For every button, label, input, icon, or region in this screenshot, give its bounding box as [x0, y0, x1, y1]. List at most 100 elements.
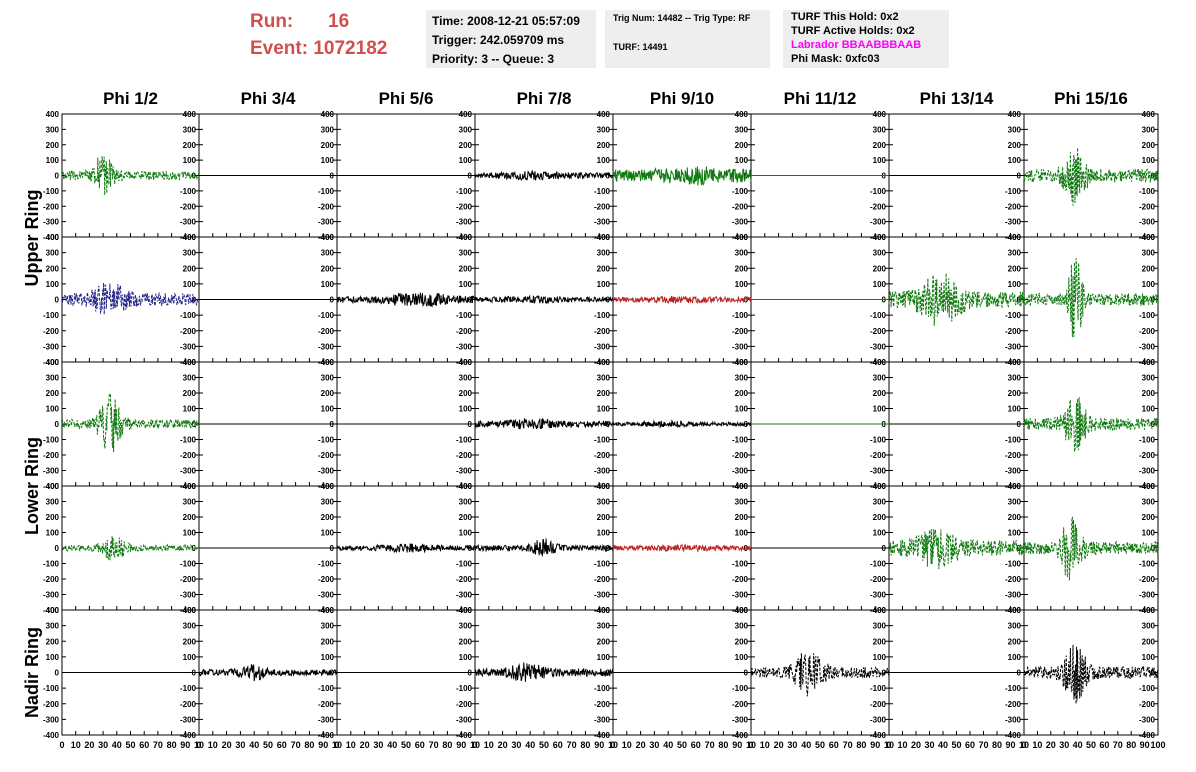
- y-tick-label: 100: [183, 280, 197, 289]
- y-tick-label: 300: [1008, 622, 1022, 631]
- waveform-r4-c7: [888, 529, 1025, 570]
- y-tick-label: 300: [459, 498, 473, 507]
- x-tick-label: 0: [886, 740, 891, 750]
- x-tick-label: 10: [760, 740, 770, 750]
- y-tick-label: 200: [321, 389, 335, 398]
- x-tick-label: 50: [1086, 740, 1096, 750]
- y-tick-label: -100: [732, 311, 749, 320]
- y-tick-label: 400: [735, 233, 749, 242]
- y-tick-label: 100: [46, 529, 60, 538]
- y-tick-label: 100: [1008, 280, 1022, 289]
- turf-num-text: TURF: 14491: [613, 42, 668, 52]
- y-tick-label: -100: [732, 560, 749, 569]
- x-tick-label: 80: [442, 740, 452, 750]
- waveform-r5-c2: [198, 664, 338, 682]
- x-tick-label: 40: [525, 740, 535, 750]
- y-tick-label: -100: [1139, 684, 1156, 693]
- y-tick-label: -100: [1139, 436, 1156, 445]
- x-tick-label: 60: [1099, 740, 1109, 750]
- y-tick-label: 300: [321, 249, 335, 258]
- y-tick-label: -100: [180, 187, 197, 196]
- y-tick-label: 100: [597, 529, 611, 538]
- y-tick-label: -200: [456, 327, 473, 336]
- y-tick-label: 300: [459, 622, 473, 631]
- y-tick-label: 400: [459, 233, 473, 242]
- y-tick-label: 300: [873, 498, 887, 507]
- column-header-8: Phi 15/16: [1054, 89, 1128, 108]
- y-tick-label: -100: [180, 560, 197, 569]
- turf-info-box: TURF This Hold: 0x2 TURF Active Holds: 0…: [783, 10, 949, 68]
- y-tick-label: -100: [318, 684, 335, 693]
- y-tick-label: 400: [735, 110, 749, 119]
- y-tick-label: 200: [46, 389, 60, 398]
- waveform-r1-c8: [1023, 147, 1159, 206]
- y-tick-label: -300: [732, 591, 749, 600]
- y-tick-label: 100: [735, 405, 749, 414]
- y-tick-label: 300: [1142, 249, 1156, 258]
- y-tick-label: -300: [594, 715, 611, 724]
- y-tick-label: 400: [46, 110, 60, 119]
- y-tick-label: -100: [1139, 187, 1156, 196]
- y-tick-label: 200: [321, 637, 335, 646]
- y-tick-label: 300: [597, 249, 611, 258]
- y-tick-label: 400: [183, 606, 197, 615]
- y-tick-label: 300: [597, 374, 611, 383]
- y-tick-label: 200: [46, 141, 60, 150]
- y-tick-label: -100: [43, 684, 60, 693]
- column-header-1: Phi 1/2: [103, 89, 158, 108]
- y-tick-label: -200: [43, 575, 60, 584]
- y-tick-label: 400: [321, 606, 335, 615]
- waveform-r5-c8: [1023, 644, 1159, 705]
- x-tick-label: 0: [334, 740, 339, 750]
- y-tick-label: -300: [870, 591, 887, 600]
- y-tick-label: -100: [1005, 187, 1022, 196]
- y-tick-label: 200: [46, 513, 60, 522]
- y-tick-label: 200: [459, 637, 473, 646]
- x-tick-label: 10: [332, 740, 342, 750]
- y-tick-label: 300: [46, 249, 60, 258]
- y-tick-label: -100: [43, 560, 60, 569]
- x-tick-label: 80: [304, 740, 314, 750]
- y-tick-label: 100: [1142, 156, 1156, 165]
- y-tick-label: -300: [43, 218, 60, 227]
- x-tick-label: 10: [884, 740, 894, 750]
- y-tick-label: -300: [870, 715, 887, 724]
- y-tick-label: -400: [43, 731, 60, 740]
- y-tick-label: 400: [1008, 482, 1022, 491]
- y-tick-label: 400: [1142, 110, 1156, 119]
- y-tick-label: 200: [183, 389, 197, 398]
- waveform-r4-c3: [336, 543, 476, 554]
- x-tick-label: 40: [112, 740, 122, 750]
- y-tick-label: 100: [459, 529, 473, 538]
- trigger-text: Trigger: 242.059709 ms: [432, 33, 565, 47]
- y-tick-label: -200: [870, 202, 887, 211]
- y-tick-label: -100: [870, 560, 887, 569]
- x-tick-label: 20: [360, 740, 370, 750]
- y-tick-label: 400: [46, 606, 60, 615]
- y-tick-label: -400: [180, 731, 197, 740]
- x-tick-label: 30: [98, 740, 108, 750]
- y-tick-label: 300: [873, 125, 887, 134]
- y-tick-label: 0: [1151, 544, 1156, 553]
- y-tick-label: 200: [1008, 637, 1022, 646]
- waveform-r3-c4: [474, 417, 614, 430]
- y-tick-label: 400: [1142, 482, 1156, 491]
- y-tick-label: 200: [735, 141, 749, 150]
- y-tick-label: 100: [1008, 529, 1022, 538]
- run-value: 16: [328, 11, 350, 32]
- y-tick-label: -400: [318, 731, 335, 740]
- x-tick-label: 60: [829, 740, 839, 750]
- y-tick-label: -300: [456, 591, 473, 600]
- y-tick-label: -100: [594, 436, 611, 445]
- x-tick-label: 80: [1126, 740, 1136, 750]
- x-tick-label: 80: [856, 740, 866, 750]
- x-tick-label: 90: [1140, 740, 1150, 750]
- y-tick-label: 100: [597, 653, 611, 662]
- y-tick-label: 400: [1008, 606, 1022, 615]
- y-tick-label: 100: [183, 653, 197, 662]
- y-tick-label: -200: [1005, 451, 1022, 460]
- y-tick-label: -200: [1005, 327, 1022, 336]
- x-tick-label: 60: [415, 740, 425, 750]
- y-tick-label: 400: [459, 358, 473, 367]
- waveform-r3-c1: [61, 393, 200, 453]
